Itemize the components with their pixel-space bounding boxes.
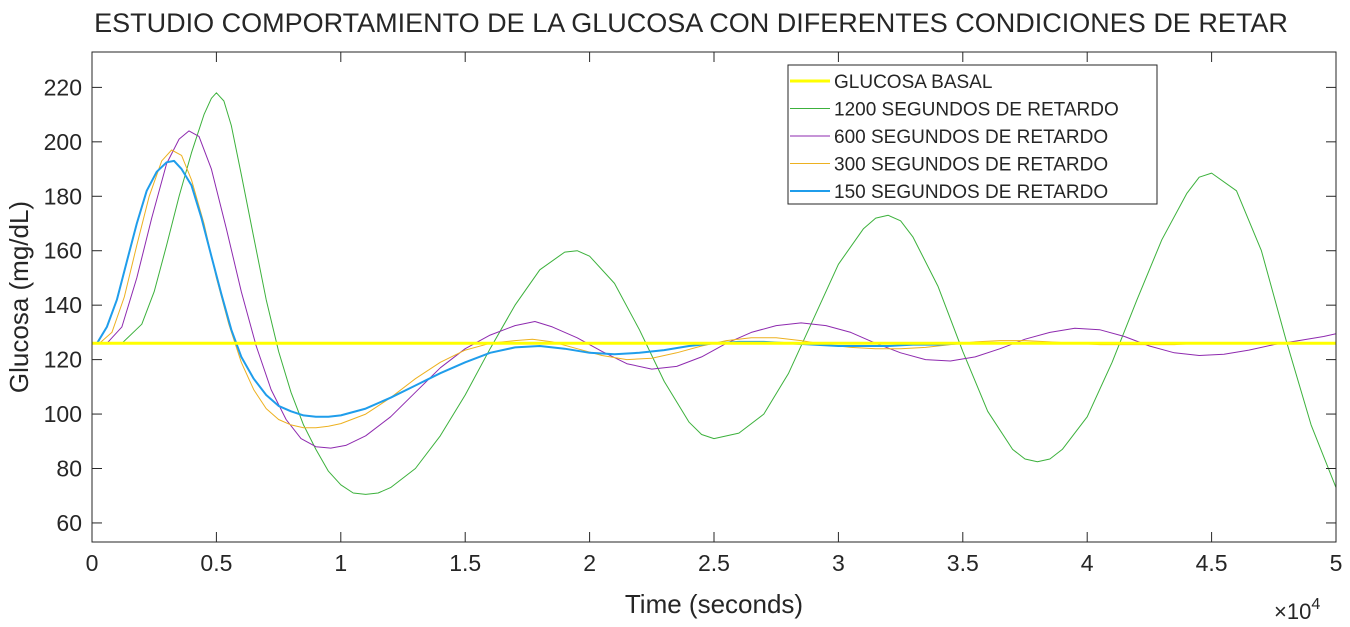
x-exponent-label: ×104 xyxy=(1274,596,1320,624)
chart-title: ESTUDIO COMPORTAMIENTO DE LA GLUCOSA CON… xyxy=(94,8,1288,38)
x-tick-label: 0.5 xyxy=(200,550,232,576)
x-tick-label: 4 xyxy=(1081,550,1094,576)
y-tick-label: 80 xyxy=(56,456,82,482)
legend-box xyxy=(787,64,1158,205)
legend-entry-label: 150 SEGUNDOS DE RETARDO xyxy=(834,182,1108,203)
y-tick-label: 140 xyxy=(44,292,82,318)
y-axis-label: Glucosa (mg/dL) xyxy=(4,201,34,393)
legend[interactable]: GLUCOSA BASAL 1200 SEGUNDOS DE RETARDO 600… xyxy=(787,64,1158,205)
x-axis-label: Time (seconds) xyxy=(625,589,803,619)
series-layer xyxy=(92,92,1336,495)
y-tick-label: 220 xyxy=(44,74,82,100)
y-tick-label: 160 xyxy=(44,238,82,264)
legend-entry-label: 1200 SEGUNDOS DE RETARDO xyxy=(834,100,1119,121)
x-tick-label: 3.5 xyxy=(947,550,979,576)
x-tick-label: 5 xyxy=(1330,550,1343,576)
x-tick-label: 0 xyxy=(86,550,99,576)
x-tick-label: 4.5 xyxy=(1196,550,1228,576)
y-tick-label: 120 xyxy=(44,347,82,373)
x-tick-label: 3 xyxy=(832,550,845,576)
y-tick-label: 100 xyxy=(44,401,82,427)
x-tick-label: 2 xyxy=(583,550,596,576)
x-tick-label: 2.5 xyxy=(698,550,730,576)
y-tick-label: 180 xyxy=(44,183,82,209)
legend-entry-label: GLUCOSA BASAL xyxy=(834,72,992,93)
y-tick-label: 200 xyxy=(44,129,82,155)
series-line-1 xyxy=(92,92,1336,495)
y-tick-label: 60 xyxy=(56,510,82,536)
ticks-layer: 0 0.5 1 1.5 2 2.5 3 3.5 4 4.5 5 60 80 100 120 140 160 180… xyxy=(44,52,1343,576)
legend-entry-label: 300 SEGUNDOS DE RETARDO xyxy=(834,155,1108,176)
x-tick-label: 1 xyxy=(334,550,347,576)
legend-entry-label: 600 SEGUNDOS DE RETARDO xyxy=(834,127,1108,148)
x-tick-label: 1.5 xyxy=(449,550,481,576)
